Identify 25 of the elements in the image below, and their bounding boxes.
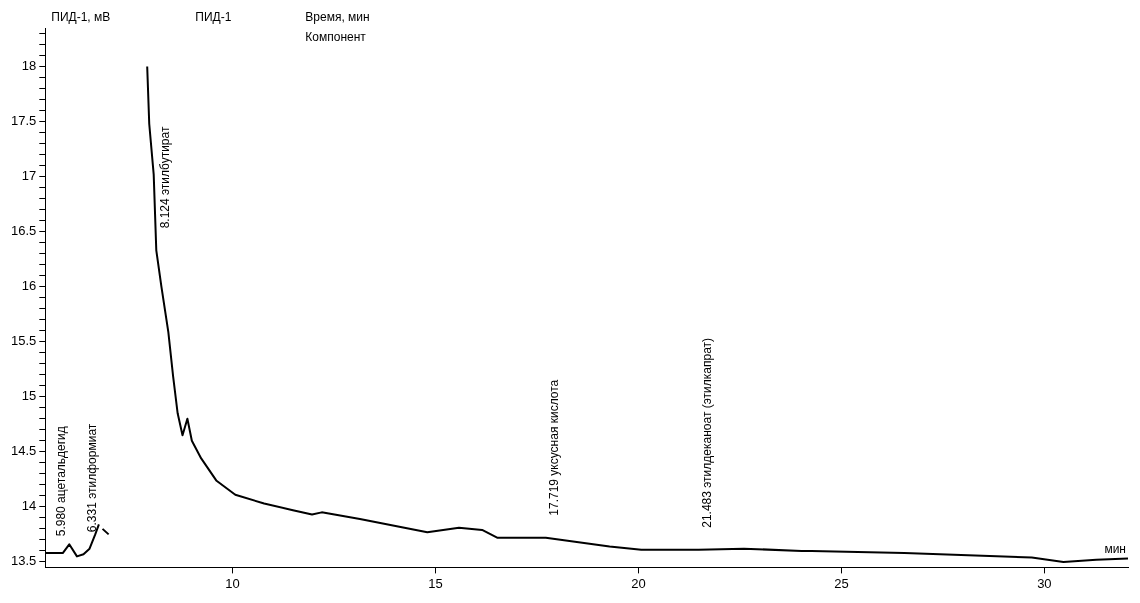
text: Время, мин — [305, 10, 370, 25]
annotation: 17.719 уксусная кислота — [547, 379, 562, 516]
y-axis-title: ПИД-1, мВ — [51, 10, 111, 25]
chart-title: ПИД-1 — [195, 10, 232, 25]
y-tick-label: 16.5 — [10, 223, 37, 239]
y-tick-label: 14 — [21, 498, 37, 514]
x-tick-label: 15 — [428, 575, 443, 591]
y-tick-label: 15.5 — [10, 333, 37, 349]
annotation: 5.980 ацетальдегид — [53, 426, 68, 537]
y-tick-label: 18 — [21, 58, 37, 74]
y-tick-label: 17 — [21, 168, 37, 184]
annotation: 8.124 этилбутират — [157, 126, 172, 229]
y-tick-label: 15 — [21, 388, 37, 404]
annotation: 21.483 этилдеканоат (этилкапрат) — [699, 337, 714, 528]
x-tick-label: 20 — [631, 575, 646, 591]
y-tick-label: 14.5 — [10, 443, 37, 459]
annotation: Компонент — [305, 30, 367, 45]
x-axis-title: мин — [1104, 541, 1126, 556]
x-tick-label: 10 — [225, 575, 240, 591]
x-tick-label: 30 — [1037, 575, 1052, 591]
y-tick-label: 16 — [21, 278, 37, 294]
x-tick-label: 25 — [834, 575, 849, 591]
y-tick-label: 13.5 — [10, 553, 37, 569]
y-tick-label: 17.5 — [10, 113, 37, 129]
annotation: 6.331 этилформиат — [84, 423, 99, 533]
